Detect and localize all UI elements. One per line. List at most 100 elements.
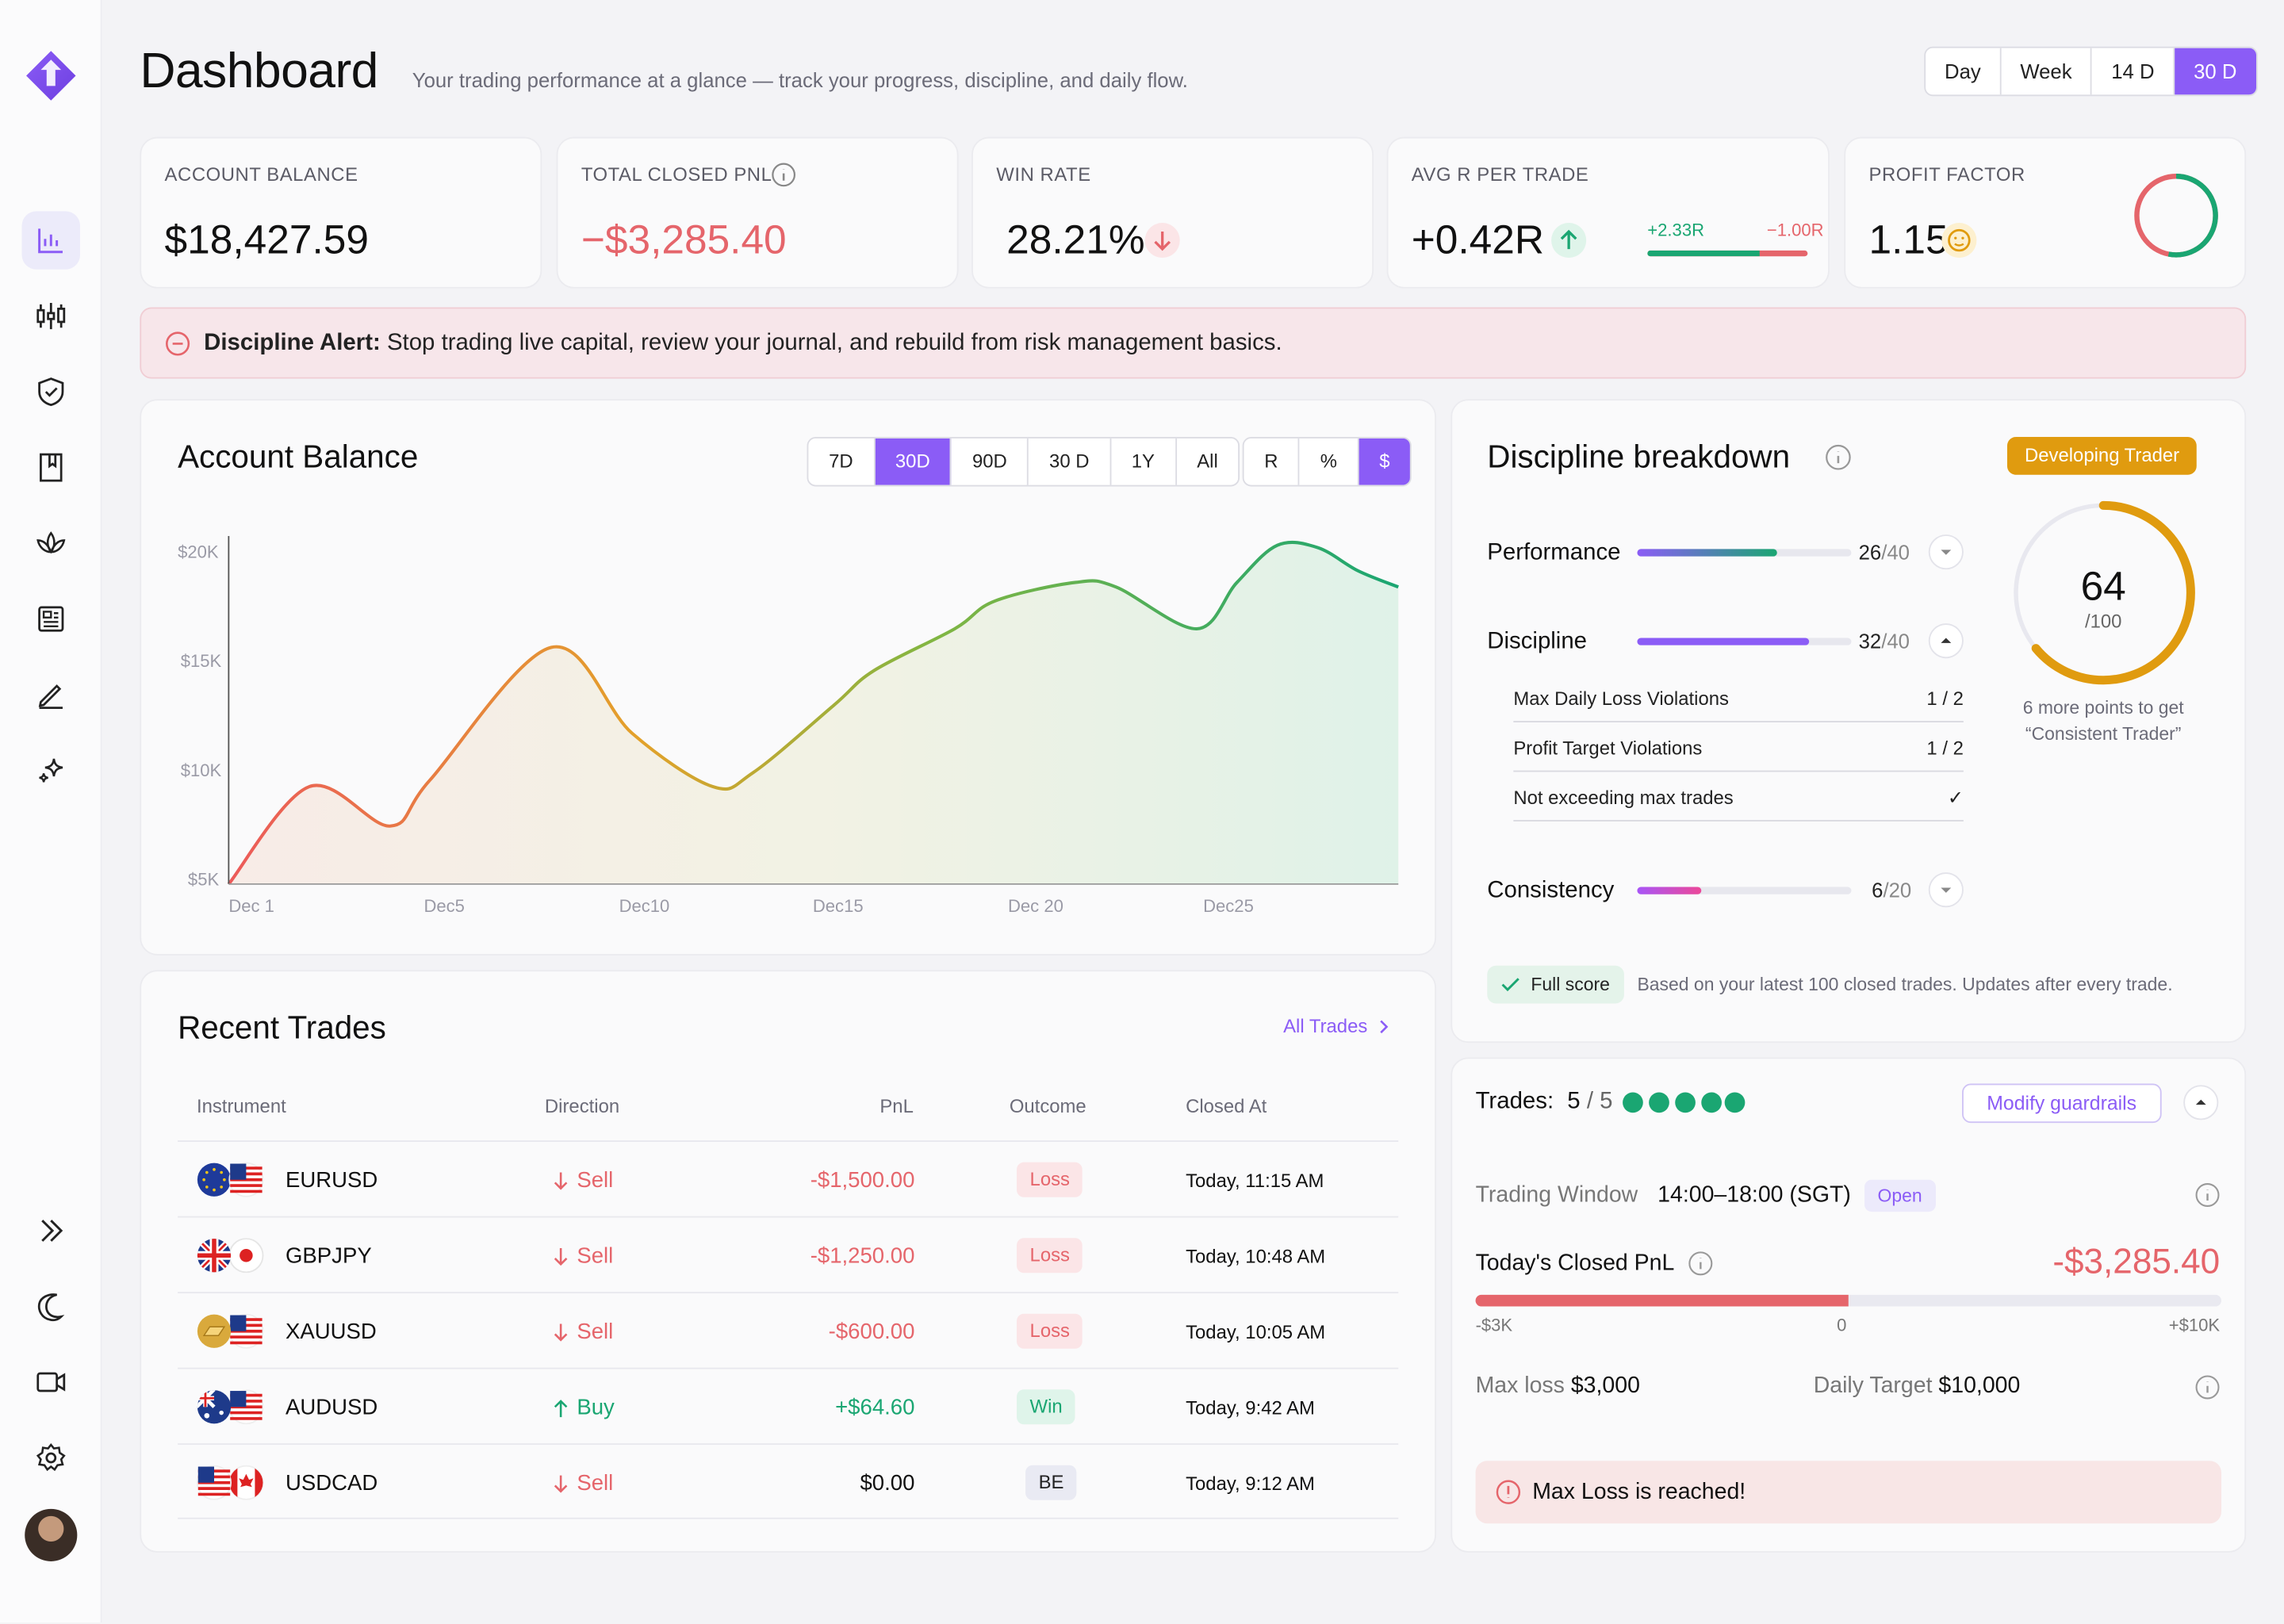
table-row[interactable]: EURUSD Sell -$1,500.00 Loss Today, 11:15…: [178, 1140, 1399, 1216]
pnl: -$1,250.00: [810, 1243, 915, 1269]
recent-trades-title: Recent Trades: [178, 1009, 386, 1046]
discipline-score: 32/40: [1859, 629, 1910, 652]
nav-theme[interactable]: [22, 1277, 80, 1335]
nav-dashboard[interactable]: [21, 211, 81, 270]
range-14d[interactable]: 14 D: [2092, 48, 2175, 95]
table-row[interactable]: USDCAD Sell $0.00 BE Today, 9:12 AM: [178, 1443, 1399, 1519]
direction: Sell: [554, 1168, 613, 1193]
info-icon[interactable]: [2194, 1182, 2221, 1209]
guardrails-collapse-button[interactable]: [2183, 1085, 2219, 1120]
period-1y[interactable]: 1Y: [1111, 438, 1177, 485]
arrow-down-icon: [554, 1323, 568, 1341]
range-30d[interactable]: 30 D: [2175, 48, 2256, 95]
direction: Sell: [554, 1244, 613, 1269]
y-tick-label: $20K: [178, 542, 219, 562]
r-ratio-bar: [1647, 250, 1808, 257]
nav-journal[interactable]: [22, 439, 80, 496]
newspaper-icon: [38, 606, 64, 632]
period-7d[interactable]: 7D: [808, 438, 876, 485]
consistency-expand-button[interactable]: [1928, 872, 1964, 908]
consistency-label: Consistency: [1487, 878, 1615, 903]
trading-window-value: 14:00–18:00 (SGT): [1657, 1182, 1851, 1208]
checkmark-icon: ✓: [1947, 786, 1964, 809]
direction-label: Buy: [577, 1395, 615, 1420]
sidebar: [0, 0, 102, 1623]
y-tick-label: $5K: [187, 869, 220, 891]
kpi-value: $18,427.59: [164, 216, 369, 262]
nav-video[interactable]: [22, 1353, 80, 1411]
page-subtitle: Your trading performance at a glance — t…: [412, 68, 1188, 92]
user-avatar[interactable]: [25, 1508, 78, 1561]
balance-line: [227, 540, 1399, 886]
consistency-value: 6: [1872, 878, 1884, 902]
nav-guardrails[interactable]: [22, 362, 80, 420]
discipline-collapse-button[interactable]: [1928, 623, 1964, 659]
chart-period-selector: 7D 30D 90D 30 D 1Y All: [807, 437, 1240, 487]
nav-news[interactable]: [22, 590, 80, 648]
kpi-total-closed-pnl: TOTAL CLOSED PNL −$3,285.40: [556, 136, 959, 289]
nav-ai[interactable]: [22, 741, 80, 799]
table-row[interactable]: XAUUSD Sell -$600.00 Loss Today, 10:05 A…: [178, 1292, 1399, 1368]
range-day[interactable]: Day: [1926, 48, 2002, 95]
lotus-icon: [36, 531, 66, 554]
arrow-down-icon: [1154, 232, 1171, 251]
nav-trades[interactable]: [22, 287, 80, 345]
nav-expand[interactable]: [22, 1201, 80, 1259]
x-tick-label: Dec10: [619, 895, 670, 917]
modify-guardrails-button[interactable]: Modify guardrails: [1962, 1083, 2162, 1124]
table-row[interactable]: GBPJPY Sell -$1,250.00 Loss Today, 10:48…: [178, 1216, 1399, 1293]
period-all[interactable]: All: [1197, 450, 1218, 473]
info-icon[interactable]: [1824, 442, 1853, 472]
arrow-down-icon: [554, 1474, 568, 1492]
chart-title: Account Balance: [178, 438, 419, 475]
outcome-badge: Loss: [1017, 1162, 1083, 1197]
instrument: EURUSD: [285, 1168, 378, 1193]
info-icon[interactable]: [2194, 1373, 2221, 1401]
balance-chart-svg: [227, 535, 1399, 886]
max-loss-warning: Max Loss is reached!: [1475, 1461, 2221, 1524]
discipline-score-ring: [2011, 500, 2195, 685]
closed-at: Today, 9:42 AM: [1186, 1396, 1315, 1419]
recent-trades-card: [140, 970, 1436, 1553]
instrument: XAUUSD: [285, 1320, 377, 1345]
y-tick-label: $10K: [180, 760, 222, 781]
info-icon[interactable]: [1687, 1250, 1715, 1277]
sub-item-label: Profit Target Violations: [1513, 737, 1703, 759]
range-zero-label: 0: [1837, 1315, 1847, 1336]
kpi-label: AVG R PER TRADE: [1411, 163, 1589, 186]
unit-dollar[interactable]: $: [1359, 438, 1411, 485]
window-status-badge: Open: [1864, 1179, 1936, 1212]
app-logo[interactable]: [23, 48, 79, 104]
profit-factor-ring: [2134, 174, 2218, 258]
neutral-face-icon: [1948, 228, 1971, 252]
pnl-range-fill: [1475, 1294, 1849, 1307]
trend-up-badge: [1551, 223, 1587, 259]
column-header-instrument[interactable]: Instrument: [196, 1095, 286, 1117]
performance-expand-button[interactable]: [1928, 534, 1964, 570]
column-header-closed-at[interactable]: Closed At: [1186, 1095, 1267, 1117]
range-week[interactable]: Week: [2001, 48, 2093, 95]
avg-loss-r: −1.00R: [1766, 220, 1824, 241]
trades-label: Trades:: [1475, 1089, 1554, 1115]
period-30-d[interactable]: 30 D: [1029, 438, 1112, 485]
x-tick-label: Dec 20: [1007, 895, 1063, 917]
outcome-badge: Loss: [1017, 1238, 1083, 1274]
nav-settings[interactable]: [22, 1429, 80, 1487]
column-header-outcome[interactable]: Outcome: [1009, 1095, 1086, 1117]
info-icon[interactable]: [771, 162, 797, 188]
period-30d[interactable]: 30D: [875, 438, 952, 485]
column-header-direction[interactable]: Direction: [544, 1095, 620, 1117]
period-90d[interactable]: 90D: [952, 438, 1029, 485]
trading-window-label: Trading Window: [1475, 1182, 1638, 1208]
unit-percent[interactable]: %: [1300, 438, 1359, 485]
nav-mindset[interactable]: [22, 514, 80, 572]
closed-at: Today, 11:15 AM: [1186, 1169, 1324, 1192]
all-trades-link[interactable]: All Trades: [1283, 1015, 1391, 1037]
performance-bar: [1637, 549, 1852, 557]
column-header-pnl[interactable]: PnL: [879, 1095, 914, 1117]
nav-notes[interactable]: [22, 665, 80, 723]
sub-item-value: 1 / 2: [1926, 687, 1964, 710]
unit-r[interactable]: R: [1244, 438, 1301, 485]
table-row[interactable]: AUDUSD Buy +$64.60 Win Today, 9:42 AM: [178, 1367, 1399, 1444]
full-score-chip[interactable]: Full score: [1487, 965, 1625, 1004]
